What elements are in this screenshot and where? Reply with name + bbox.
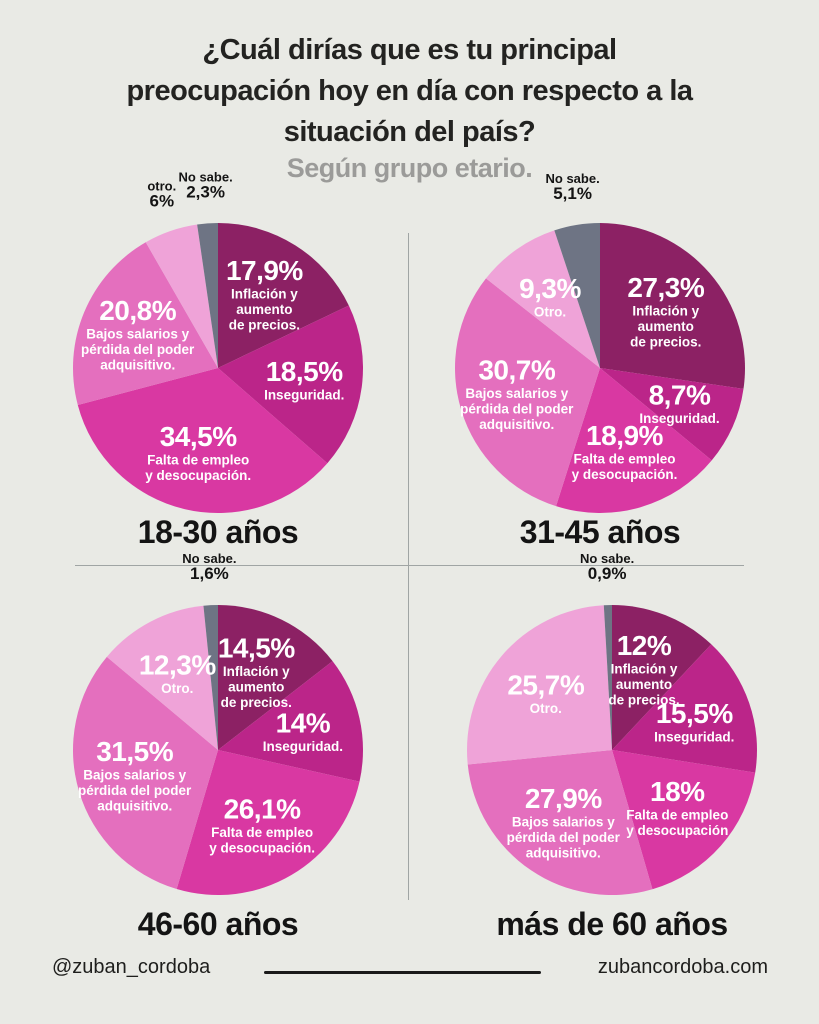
page-title-line: situación del país? — [283, 116, 536, 148]
pie-chart-31-45: 27,3%Inflación y aumento de precios. 8,7%In… — [455, 171, 746, 513]
slice-outside-category-label: No sabe. — [546, 171, 600, 186]
slice-category-label: Inflación y aumento de precios. — [221, 664, 292, 710]
pie-slice-bajos — [72, 242, 218, 405]
slice-value-label: 34,5% — [160, 421, 237, 452]
age-group-label-46-60: 46-60 años — [137, 906, 299, 942]
pie-slice-otro — [145, 224, 218, 368]
instagram-handle: @zuban_cordoba — [52, 956, 211, 978]
slice-outside-value-label: 6% — [150, 191, 175, 210]
slice-category-label: Otro. — [161, 681, 193, 696]
slice-category-label: Otro. — [534, 305, 566, 320]
slice-category-label: Otro. — [530, 701, 562, 716]
slice-value-label: 31,5% — [96, 736, 173, 767]
pie-slice-bajos — [455, 278, 600, 507]
slice-outside-category-label: No sabe. — [182, 551, 236, 566]
pie-chart-60-plus: 12%Inflación y aumento de precios.15,5%Ins… — [466, 551, 757, 895]
pie-slice-no_sabe — [554, 223, 600, 368]
page-subtitle: Según grupo etario. — [286, 153, 533, 183]
slice-category-label: Bajos salarios y pérdida del poder adquisi… — [460, 386, 574, 432]
pie-slice-inseguridad — [218, 661, 364, 782]
pie-slice-falta — [77, 368, 328, 514]
pie-chart-18-30: 17,9%Inflación y aumento de precios. 18,5%I… — [72, 169, 363, 514]
slice-category-label: Falta de empleo y desocupación — [626, 808, 728, 839]
pie-slice-inseguridad — [218, 305, 363, 464]
slice-value-label: 18,9% — [586, 420, 663, 451]
slice-value-label: 17,9% — [226, 255, 303, 286]
footer-divider-line — [264, 971, 541, 974]
website-url: zubancordoba.com — [597, 956, 768, 978]
slice-value-label: 27,9% — [525, 783, 602, 814]
slice-outside-category-label: No sabe. — [179, 169, 233, 184]
pie-slice-otro — [466, 605, 612, 765]
page-title: ¿Cuál dirías que es tu principal preocup… — [0, 30, 819, 153]
pie-slice-otro — [485, 230, 600, 368]
slice-category-label: Inseguridad. — [264, 388, 344, 403]
pie-slice-no_sabe — [203, 605, 218, 750]
slice-category-label: Inseguridad. — [263, 739, 343, 754]
slice-value-label: 12,3% — [139, 649, 216, 680]
age-group-label-60-plus: más de 60 años — [496, 906, 728, 942]
slice-category-label: Inflación y aumento de precios. — [630, 303, 701, 349]
pie-slice-inflacion — [612, 605, 712, 750]
page-title-line: preocupación hoy en día con respecto a l… — [126, 75, 693, 107]
slice-category-label: Inflación y aumento de precios. — [608, 661, 679, 707]
page-title-line: ¿Cuál dirías que es tu principal — [202, 34, 617, 66]
pie-slice-inseguridad — [600, 368, 744, 461]
slice-outside-value-label: 2,3% — [186, 182, 225, 201]
slice-value-label: 27,3% — [627, 272, 704, 303]
slice-outside-value-label: 0,9% — [588, 564, 627, 583]
slice-outside-category-label: otro. — [147, 178, 176, 193]
slice-category-label: Falta de empleo y desocupación. — [145, 453, 251, 484]
slice-outside-value-label: 1,6% — [190, 564, 229, 583]
pie-slice-falta — [176, 750, 360, 896]
pie-slice-bajos — [72, 656, 218, 889]
pie-slice-no_sabe — [603, 605, 612, 750]
pie-slice-otro — [106, 605, 218, 750]
pie-slice-bajos — [467, 750, 653, 895]
pie-slice-inflacion — [600, 223, 746, 389]
slice-value-label: 18% — [650, 776, 705, 807]
pie-slice-falta — [556, 368, 712, 513]
pie-slice-inflacion — [218, 223, 349, 368]
slice-value-label: 14% — [276, 707, 331, 738]
pie-slice-no_sabe — [197, 223, 218, 368]
slice-value-label: 25,7% — [507, 670, 584, 701]
slice-value-label: 18,5% — [266, 356, 343, 387]
pie-slice-inseguridad — [612, 644, 757, 773]
slice-value-label: 12% — [617, 630, 672, 661]
slice-value-label: 8,7% — [649, 380, 711, 411]
slice-category-label: Inseguridad. — [654, 730, 734, 745]
slice-value-label: 30,7% — [478, 354, 555, 385]
age-group-label-31-45: 31-45 años — [519, 514, 681, 550]
slice-value-label: 26,1% — [224, 794, 301, 825]
slice-category-label: Falta de empleo y desocupación. — [209, 825, 315, 856]
slice-category-label: Falta de empleo y desocupación. — [572, 452, 678, 483]
slice-category-label: Bajos salarios y pérdida del poder adquisi… — [78, 767, 192, 813]
slice-value-label: 14,5% — [218, 633, 295, 664]
pie-slice-inflacion — [218, 605, 333, 750]
slice-category-label: Inseguridad. — [639, 411, 719, 426]
slice-category-label: Bajos salarios y pérdida del poder adquisi… — [507, 814, 621, 860]
pie-chart-46-60: 14,5%Inflación y aumento de precios.14%Ins… — [72, 551, 364, 896]
age-group-label-18-30: 18-30 años — [137, 514, 299, 550]
slice-category-label: Bajos salarios y pérdida del poder adquisi… — [81, 327, 195, 373]
slice-outside-value-label: 5,1% — [553, 184, 592, 203]
pie-slice-falta — [612, 750, 756, 890]
quadrant-divider-vertical — [408, 233, 409, 900]
slice-value-label: 15,5% — [656, 698, 733, 729]
slice-category-label: Inflación y aumento de precios. — [229, 287, 300, 333]
slice-value-label: 20,8% — [99, 295, 176, 326]
quadrant-divider-horizontal — [75, 565, 744, 566]
slice-outside-category-label: No sabe. — [580, 551, 634, 566]
slice-value-label: 9,3% — [519, 273, 581, 304]
